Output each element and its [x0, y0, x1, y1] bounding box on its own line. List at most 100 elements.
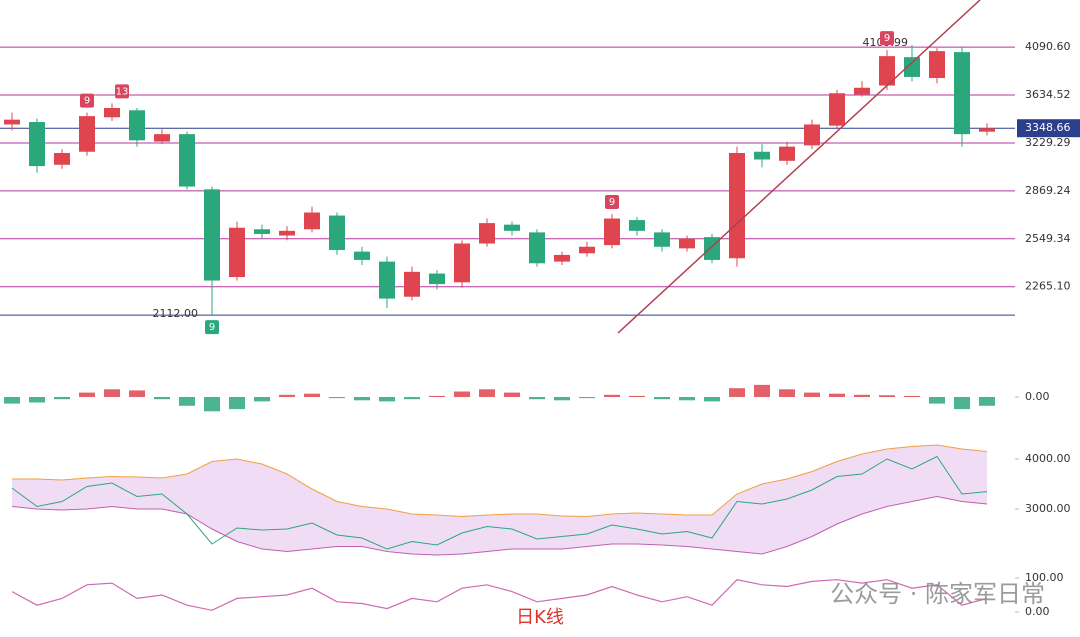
candle-body — [154, 134, 170, 142]
candle-body — [754, 151, 770, 160]
histogram-bar — [629, 395, 645, 397]
candle-body — [554, 254, 570, 262]
candle-body — [79, 116, 95, 152]
histogram-bar — [904, 395, 920, 397]
histogram-bar — [179, 397, 195, 406]
candle-body — [954, 52, 970, 135]
candle-body — [879, 56, 895, 86]
histogram-bar — [354, 397, 370, 401]
histogram-bar — [229, 397, 245, 410]
band-upper — [12, 444, 988, 518]
histogram-bar — [954, 397, 970, 410]
histogram-bar — [679, 397, 695, 401]
candle-body — [354, 251, 370, 260]
histogram-bar — [779, 389, 795, 397]
histogram-bar — [129, 390, 145, 397]
signal-marker — [205, 320, 219, 335]
candle-body — [29, 122, 45, 167]
y-tick-label: 3634.52 — [1025, 88, 1071, 101]
candle-body — [729, 153, 745, 259]
signal-marker — [605, 195, 619, 210]
histogram-bar — [504, 392, 520, 397]
candle-body — [129, 110, 145, 141]
histogram-bar — [329, 397, 345, 399]
candle-body — [229, 227, 245, 278]
last-price-box — [1017, 119, 1080, 138]
candle-body — [804, 124, 820, 146]
candle-body — [404, 271, 420, 297]
candle-body — [329, 215, 345, 250]
band-price — [11, 455, 988, 550]
candle-body — [604, 218, 620, 246]
oscillator-line — [11, 579, 988, 611]
low-annotation: 2112.00 — [153, 307, 199, 320]
histogram-bar — [579, 397, 595, 399]
histogram-bar — [529, 397, 545, 400]
histogram-bar — [29, 397, 45, 403]
histogram-bar — [604, 394, 620, 397]
candle-body — [379, 261, 395, 299]
histogram-bar — [54, 397, 70, 400]
y-tick-label: 3000.00 — [1025, 502, 1071, 515]
y-tick-label: 0.00 — [1025, 605, 1050, 618]
histogram-bar — [654, 397, 670, 400]
histogram-bar — [454, 391, 470, 397]
candle-body — [504, 224, 520, 231]
histogram-bar — [254, 397, 270, 402]
candle-body — [179, 134, 195, 187]
histogram-bar — [804, 392, 820, 397]
histogram-bar — [204, 397, 220, 412]
candle-body — [854, 87, 870, 95]
candle-body — [454, 243, 470, 283]
signal-label: 9 — [209, 322, 215, 333]
candle-body — [529, 232, 545, 264]
y-tick-label: 4000.00 — [1025, 452, 1071, 465]
candle-body — [254, 229, 270, 234]
candle-body — [779, 146, 795, 161]
histogram-bar — [979, 397, 995, 406]
band-lower — [11, 495, 988, 556]
histogram-bar — [279, 394, 295, 397]
candle-body — [579, 246, 595, 254]
y-tick-label: 2265.10 — [1025, 280, 1071, 293]
signal-label: 13 — [116, 86, 129, 97]
histogram-bar — [704, 397, 720, 402]
histogram-bar — [729, 388, 745, 397]
period-label: 日K线 — [516, 607, 564, 628]
candle-body — [979, 128, 995, 132]
histogram-bar — [404, 397, 420, 400]
histogram-bar — [754, 384, 770, 397]
histogram-bar — [479, 389, 495, 397]
watermark: 公众号 · 陈家军日常 — [830, 580, 1045, 608]
histogram-bar — [554, 397, 570, 401]
candle-body — [829, 93, 845, 126]
candle-body — [429, 273, 445, 285]
histogram-bar — [379, 397, 395, 402]
candle-body — [204, 189, 220, 281]
histogram-bar — [79, 392, 95, 397]
y-tick-label: 4090.60 — [1025, 40, 1071, 53]
candle-body — [679, 238, 695, 249]
signal-label: 9 — [609, 197, 615, 208]
candle-body — [104, 107, 120, 118]
candle-body — [479, 223, 495, 244]
histogram-bar — [4, 397, 20, 404]
histogram-bar — [829, 393, 845, 397]
y-tick-label: 2549.34 — [1025, 232, 1071, 245]
signal-label: 9 — [84, 96, 90, 107]
signal-label: 9 — [884, 33, 890, 44]
y-tick-label: 0.00 — [1025, 390, 1050, 403]
y-tick-label: 100.00 — [1025, 571, 1064, 584]
candle-body — [629, 220, 645, 231]
signal-marker — [880, 31, 894, 46]
y-tick-label: 3229.29 — [1025, 136, 1071, 149]
histogram-bar — [154, 397, 170, 400]
histogram-bar — [304, 393, 320, 397]
candle-body — [54, 153, 70, 165]
last-price-label: 3348.66 — [1025, 121, 1071, 134]
candle-body — [304, 212, 320, 230]
candle-body — [4, 119, 20, 125]
histogram-bar — [429, 395, 445, 397]
candle-body — [904, 57, 920, 77]
